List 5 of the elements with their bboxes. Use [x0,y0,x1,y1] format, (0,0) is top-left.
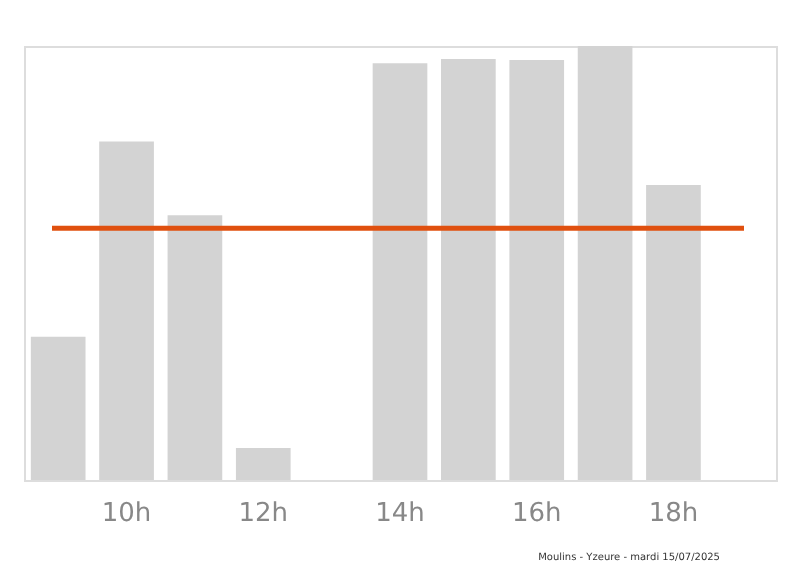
x-tick-label: 12h [238,499,289,529]
x-tick-label: 14h [375,499,425,529]
x-tick-label: 18h [648,499,699,529]
x-tick-label: 16h [511,499,562,529]
x-tick-label: 10h [101,499,152,529]
